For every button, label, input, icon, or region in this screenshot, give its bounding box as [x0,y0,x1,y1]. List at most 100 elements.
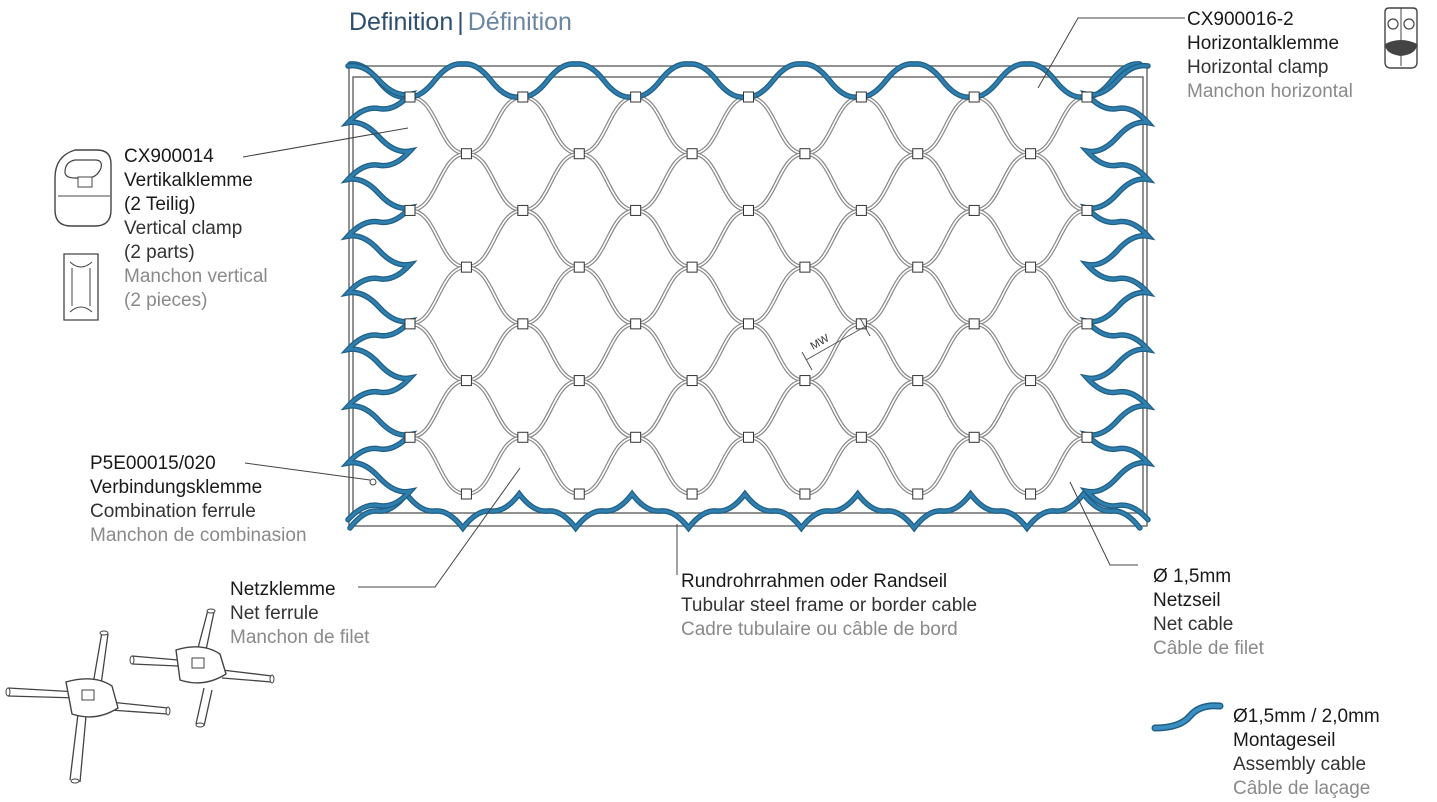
net-cable-highlight [522,152,580,212]
title-fr: Définition [467,8,572,36]
net-cable-en: Net cable [1153,614,1234,635]
leader-horizontal-clamp [1037,17,1185,89]
icons [5,7,1418,784]
net-ferrule [912,375,924,387]
vertical-clamp-code: CX900014 [124,146,214,167]
net-cable-highlight [974,96,1031,155]
net-cable-highlight [635,323,693,382]
frame [348,65,1148,527]
net-ferrule-de: Netzklemme [230,579,336,600]
net-cable-highlight [1030,323,1088,382]
frame-de: Rundrohrrahmen oder Randseil [681,571,948,592]
net-ferrule [686,375,698,387]
net-ferrule [404,318,416,330]
net-cable-highlight [692,152,749,212]
net-cable-highlight [917,209,975,268]
horizontal-clamp-fr: Manchon horizontal [1187,81,1353,102]
leader-net-cable [1069,481,1138,566]
net-cable-highlight [804,209,862,268]
net-ferrule-fr: Manchon de filet [230,627,370,648]
vertical-clamp-de: Vertikalklemme [124,170,253,191]
net-cable-highlight [409,209,467,268]
net-ferrule [686,488,698,500]
net-cable-highlight [635,379,693,439]
net-ferrule [968,318,980,330]
net-ferrule [460,148,472,160]
assembly-cable-en: Assembly cable [1233,754,1367,775]
vertical-clamp-part-icon [63,253,99,321]
net-cable-highlight [974,266,1031,325]
net-cable-highlight [522,266,580,325]
label-frame: Rundrohrrahmen oder Randseil Tubular ste… [681,570,977,642]
net-ferrule [1081,91,1093,103]
net-ferrule-icon-left [5,630,171,784]
net-cable-highlight [748,266,805,325]
net-cable-highlight [466,379,523,439]
net-cable-highlight [466,96,523,155]
net-cable-highlight [692,96,749,155]
net-cable-highlight [974,436,1031,495]
net-cable-highlight [692,436,749,495]
net-ferrule [1025,375,1037,387]
combination-ferrule-code: P5E00015/020 [90,453,216,474]
net-cable-highlight [635,96,693,155]
net-cable-highlight [1030,266,1088,325]
net-cable-highlight [861,209,918,268]
net-ferrule [799,148,811,160]
net-cable-highlight [917,96,975,155]
net-ferrule [686,261,698,273]
net-cable-highlight [748,323,805,382]
frame-inner [352,76,1144,514]
net-ferrule [968,431,980,443]
horizontal-clamp-icon [1384,7,1418,69]
net-cable-highlight [409,152,467,212]
net-cable-highlight [974,323,1031,382]
net-cable-highlight [635,436,693,495]
net-ferrule [799,261,811,273]
net-cable-highlight [1030,209,1088,268]
assembly-cable-de: Montageseil [1233,730,1336,751]
net-cable-highlight [409,436,467,495]
net-cable-highlight [466,436,523,495]
net-cable-highlight [861,323,918,382]
net-cable-highlight [748,209,805,268]
net-ferrule [855,204,867,216]
net-ferrules [404,91,1093,500]
net-cable-highlight [974,209,1031,268]
net-cable-highlight [579,436,636,495]
net-cable-highlight [692,379,749,439]
net-cable-highlight [579,379,636,439]
net-ferrule [1081,431,1093,443]
net-ferrule-en: Net ferrule [230,603,319,624]
net-cable-highlight [748,96,805,155]
net-cable-highlight [466,152,523,212]
net-cable-highlight [804,152,862,212]
net-cable-size: Ø 1,5mm [1153,566,1232,587]
net-cable-highlight [579,152,636,212]
net-ferrule [1025,148,1037,160]
net-ferrule [630,204,642,216]
net-ferrule [1025,488,1037,500]
net-ferrule [968,204,980,216]
net-cable-highlight [1030,379,1088,439]
title-de: Definition [349,8,454,36]
net-ferrule [517,204,529,216]
label-combination-ferrule: P5E00015/020 Verbindungsklemme Combinati… [90,452,307,548]
net-ferrule [460,488,472,500]
assembly-cable-fr: Câble de laçage [1233,778,1371,799]
net-cable-highlight [917,152,975,212]
net-cable-de: Netzseil [1153,590,1221,611]
label-net-cable: Ø 1,5mm Netzseil Net cable Câble de file… [1153,565,1264,661]
net-cable-highlight [579,323,636,382]
vertical-clamp-en: Vertical clamp [124,218,243,239]
vertical-clamp-en2: (2 parts) [124,242,195,263]
net-ferrule [404,91,416,103]
net-ferrule [517,91,529,103]
net-cable-highlight [861,436,918,495]
net-cable-highlight [522,379,580,439]
vertical-clamp-de2: (2 Teilig) [124,194,196,215]
net-ferrule [912,488,924,500]
net-ferrule [573,261,585,273]
label-horizontal-clamp: CX900016-2 Horizontalklemme Horizontal c… [1187,8,1353,104]
net-cable-highlight [692,209,749,268]
